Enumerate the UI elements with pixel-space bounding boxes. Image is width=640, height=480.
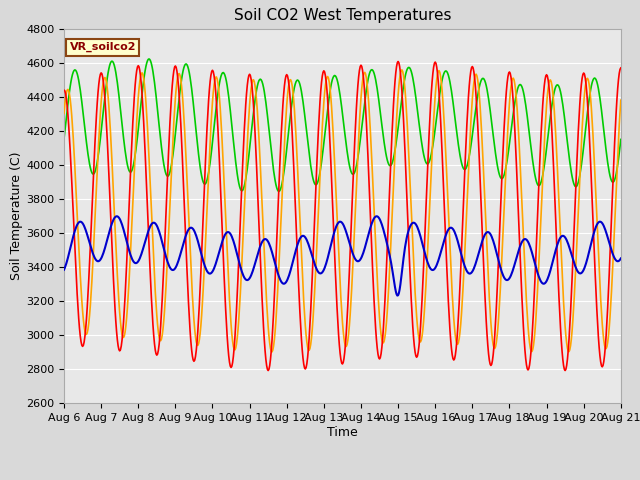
TCW_1 [389,117,397,123]
TCW_3 [335,87,343,93]
TCW_3 [275,189,283,194]
TCW_2 [206,137,214,143]
TCW_4 [335,220,342,226]
TCW_1 [206,78,214,84]
TCW_4 [207,270,215,276]
TCW_2 [268,349,276,355]
TCW_2 [389,199,397,204]
TCW_1 [60,87,68,93]
TCW_4 [394,293,401,299]
TCW_1 [335,331,342,337]
TCW_2 [617,97,625,103]
TCW_3 [207,153,215,159]
TCW_1 [568,293,575,299]
TCW_4 [60,267,68,273]
TCW_3 [617,136,625,142]
TCW_4 [568,251,575,257]
Line: TCW_3: TCW_3 [64,59,621,192]
TCW_2 [445,209,452,215]
Line: TCW_4: TCW_4 [64,216,621,296]
TCW_1 [182,248,190,254]
TCW_4 [389,269,397,275]
Legend: TCW_1, TCW_2, TCW_3, TCW_4: TCW_1, TCW_2, TCW_3, TCW_4 [155,479,530,480]
Text: VR_soilco2: VR_soilco2 [70,42,136,52]
TCW_1 [394,59,402,64]
TCW_2 [335,248,342,254]
TCW_4 [183,230,191,236]
TCW_3 [568,169,575,175]
TCW_3 [390,156,397,161]
TCW_4 [617,255,625,261]
TCW_2 [182,159,190,165]
TCW_4 [445,227,452,232]
TCW_3 [145,56,153,62]
TCW_2 [568,336,575,342]
TCW_3 [445,72,452,78]
TCW_1 [617,65,625,71]
TCW_2 [398,67,406,73]
Line: TCW_1: TCW_1 [64,61,621,371]
X-axis label: Time: Time [327,426,358,439]
TCW_4 [113,214,120,219]
TCW_1 [264,368,272,373]
TCW_3 [183,62,191,68]
TCW_1 [445,299,452,304]
TCW_2 [60,110,68,116]
TCW_3 [60,136,68,142]
Title: Soil CO2 West Temperatures: Soil CO2 West Temperatures [234,9,451,24]
Line: TCW_2: TCW_2 [64,70,621,352]
Y-axis label: Soil Temperature (C): Soil Temperature (C) [10,152,23,280]
